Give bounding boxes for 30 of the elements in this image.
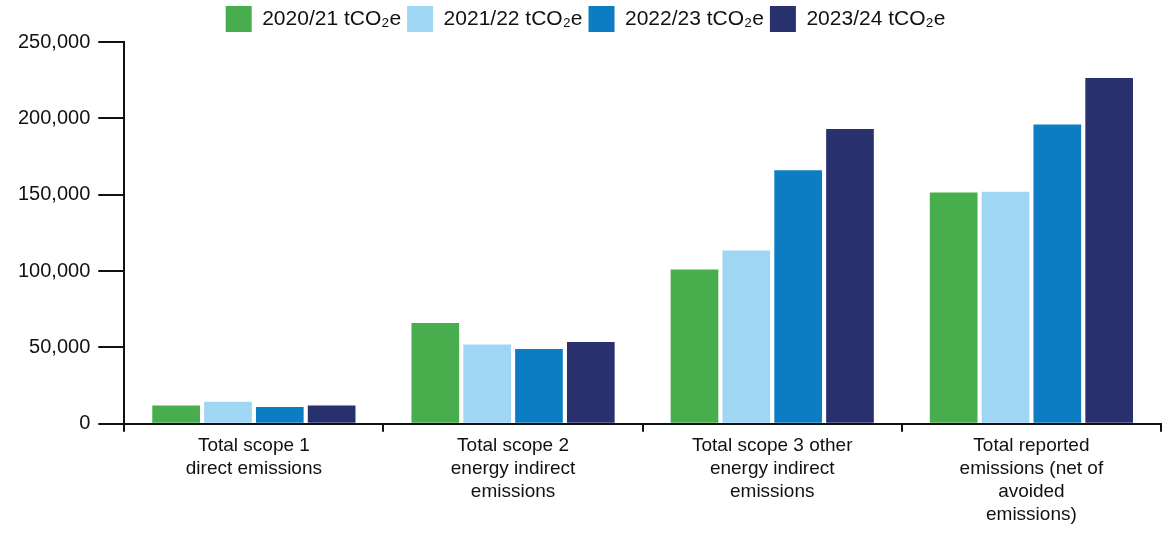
- y-tick-label: 0: [79, 411, 91, 434]
- bar: [152, 405, 200, 423]
- y-tick-label: 100,000: [18, 258, 91, 281]
- bar: [826, 129, 874, 423]
- bar: [307, 405, 356, 423]
- legend-label: 2022/23 tCO₂e: [625, 5, 764, 29]
- bar: [722, 250, 771, 423]
- legend-label: 2020/21 tCO₂e: [262, 5, 402, 29]
- x-tick-label: Total scope 3 other energy indirect emissions: [691, 434, 854, 502]
- x-tick-label: Total reported emissions (net of avoided emissions): [959, 434, 1104, 524]
- bar: [463, 344, 511, 423]
- bar: [515, 348, 563, 423]
- x-tick-label: Total scope 2 energy indirect emissions: [450, 434, 577, 502]
- y-tick-label: 250,000: [18, 29, 91, 52]
- bar: [981, 191, 1030, 423]
- bar: [411, 323, 460, 423]
- y-tick-label: 200,000: [18, 105, 91, 128]
- y-tick-label: 50,000: [29, 334, 91, 357]
- legend-label: 2023/24 tCO₂e: [806, 5, 946, 29]
- bar: [255, 407, 304, 423]
- bar: [774, 170, 822, 423]
- bar: [1033, 124, 1082, 423]
- x-tick-label: Total scope 1 direct emissions: [185, 434, 322, 479]
- bar: [929, 192, 978, 423]
- bar: [566, 342, 615, 423]
- legend-label: 2021/22 tCO₂e: [443, 5, 583, 29]
- bar: [204, 401, 252, 423]
- y-tick-label: 150,000: [18, 182, 91, 205]
- bar: [1085, 77, 1134, 423]
- bar: [670, 269, 719, 423]
